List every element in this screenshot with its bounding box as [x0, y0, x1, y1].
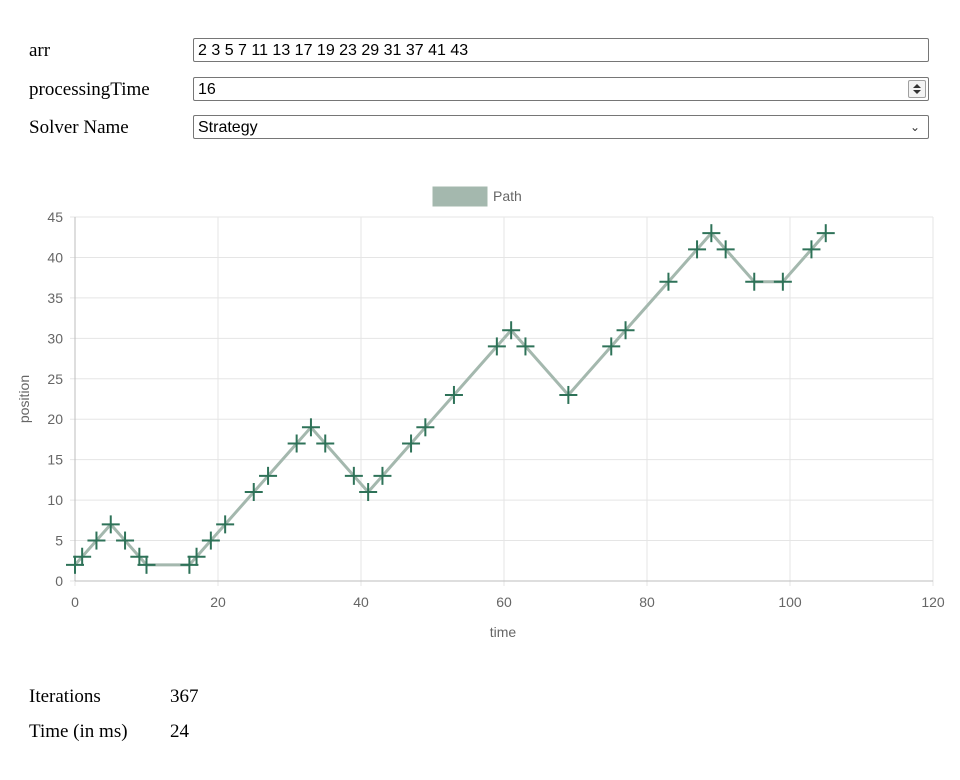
data-point [487, 337, 506, 356]
data-point [66, 555, 84, 574]
processing-time-label: processingTime [29, 79, 150, 100]
data-point [659, 272, 678, 291]
chart-series [66, 224, 835, 574]
path-chart: 0 20 40 60 80 100 120 0 5 10 15 20 25 30 35 40 45 Path t… [16, 186, 945, 640]
data-point [87, 531, 106, 550]
x-tick-label: 100 [778, 594, 802, 610]
data-point [402, 434, 421, 453]
data-point [244, 483, 263, 502]
y-tick-label: 40 [47, 249, 63, 265]
x-axis-title: time [490, 624, 517, 640]
arr-row: arr 2 3 5 7 11 13 17 19 23 29 31 37 41 4… [29, 38, 931, 64]
time-value: 24 [170, 721, 189, 742]
data-point [130, 547, 149, 566]
data-point [201, 531, 220, 550]
processing-time-row: processingTime 16 [29, 77, 931, 103]
series-line [73, 231, 827, 567]
data-point [116, 531, 135, 550]
data-point [180, 555, 199, 574]
data-point [816, 224, 835, 243]
data-point [259, 466, 278, 485]
legend-label: Path [493, 188, 522, 204]
processing-time-value: 16 [198, 81, 216, 98]
data-point [373, 466, 392, 485]
processing-time-input[interactable]: 16 [193, 77, 929, 101]
arr-input[interactable]: 2 3 5 7 11 13 17 19 23 29 31 37 41 43 [193, 38, 929, 62]
chart-legend[interactable]: Path [432, 186, 522, 207]
y-tick-label: 5 [55, 533, 63, 549]
solver-label: Solver Name [29, 117, 129, 138]
y-tick-label: 30 [47, 330, 63, 346]
data-point [359, 483, 378, 502]
data-point [716, 240, 735, 259]
chart-grid [70, 216, 934, 586]
y-tick-label: 45 [47, 209, 63, 225]
x-tick-label: 80 [639, 594, 655, 610]
y-tick-label: 0 [55, 573, 63, 589]
data-point [73, 547, 92, 566]
x-tick-label: 120 [921, 594, 945, 610]
y-tick-label: 25 [47, 371, 63, 387]
data-point [444, 385, 463, 404]
data-point [502, 321, 521, 340]
solver-row: Solver Name Strategy ⌄ [29, 115, 931, 141]
spinner-down-icon[interactable] [913, 90, 921, 94]
data-point [344, 466, 363, 485]
chevron-down-icon: ⌄ [909, 120, 920, 134]
arr-input-value: 2 3 5 7 11 13 17 19 23 29 31 37 41 43 [198, 42, 469, 59]
x-tick-label: 20 [210, 594, 226, 610]
data-point [301, 418, 320, 437]
data-point [802, 240, 821, 259]
data-point [287, 434, 306, 453]
y-tick-label: 35 [47, 290, 63, 306]
data-point [216, 515, 235, 534]
number-spinner[interactable] [908, 80, 926, 98]
y-tick-label: 20 [47, 411, 63, 427]
arr-label: arr [29, 40, 51, 61]
time-label: Time (in ms) [29, 721, 128, 742]
chart-ticks: 0 20 40 60 80 100 120 0 5 10 15 20 25 30 35 40 45 [47, 209, 944, 610]
y-tick-label: 15 [47, 452, 63, 468]
x-tick-label: 60 [496, 594, 512, 610]
data-point [316, 434, 335, 453]
data-point [137, 555, 156, 574]
iterations-value: 367 [170, 686, 199, 707]
data-point [516, 337, 535, 356]
data-point [616, 321, 635, 340]
chart-axes [74, 217, 933, 582]
iterations-label: Iterations [29, 686, 101, 707]
spinner-up-icon[interactable] [913, 84, 921, 88]
data-point [602, 337, 621, 356]
data-point [187, 547, 206, 566]
x-tick-label: 40 [353, 594, 369, 610]
data-point [745, 272, 764, 291]
solver-select-value: Strategy [198, 119, 258, 136]
data-point [101, 515, 120, 534]
solver-select[interactable]: Strategy ⌄ [193, 115, 929, 139]
y-tick-label: 10 [47, 492, 63, 508]
x-tick-label: 0 [71, 594, 79, 610]
data-point [702, 224, 721, 243]
data-point [416, 418, 435, 437]
data-point [773, 272, 792, 291]
data-point [559, 385, 578, 404]
legend-swatch [432, 186, 488, 207]
data-point [688, 240, 707, 259]
y-axis-title: position [16, 375, 32, 423]
